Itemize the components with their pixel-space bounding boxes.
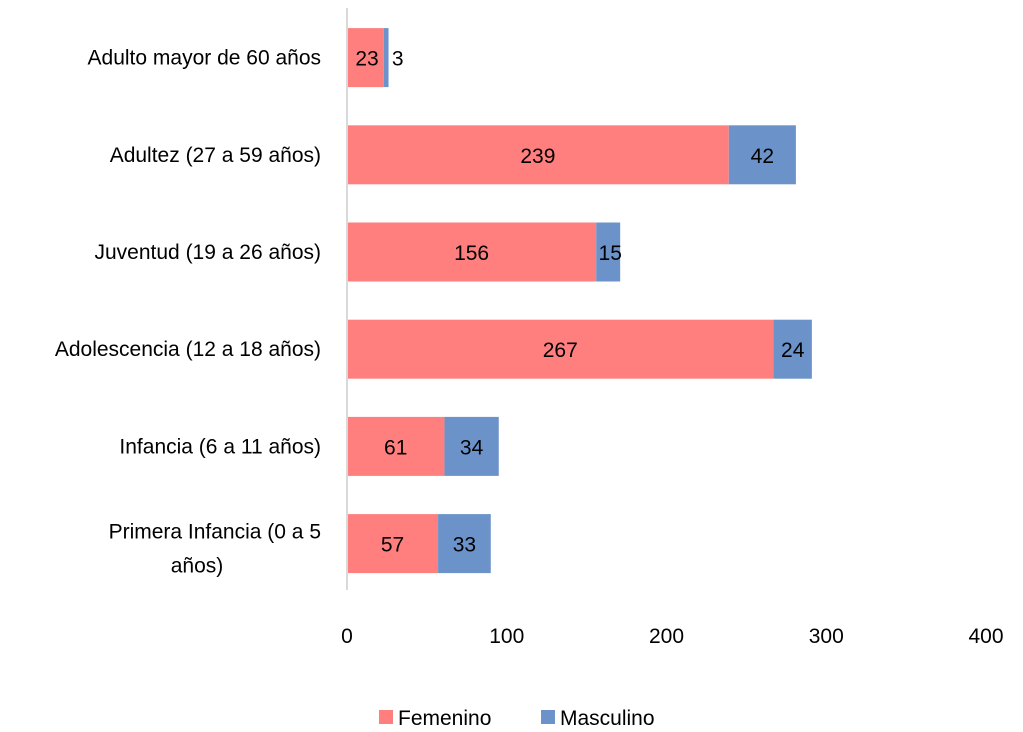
- bar-masculino: [773, 319, 812, 379]
- category-label: Adultez (27 a 59 años): [110, 144, 321, 167]
- bar-masculino: [728, 125, 796, 185]
- category-label: Adulto mayor de 60 años: [88, 47, 321, 70]
- x-axis-tick-labels: 0 100 200 300 400: [341, 625, 1003, 648]
- x-tick-label: 300: [809, 625, 844, 648]
- category-labels: Adulto mayor de 60 años Adultez (27 a 59 …: [55, 47, 321, 578]
- data-label-masculino: 24: [781, 339, 805, 362]
- category-label-line: años): [171, 555, 224, 578]
- legend-label-masculino: Masculino: [560, 707, 655, 730]
- bars: [347, 28, 812, 574]
- data-label-masculino: 34: [460, 436, 484, 459]
- category-label-line: Adulto mayor de 60 años: [88, 47, 321, 70]
- legend-swatch-femenino: [379, 710, 393, 724]
- bar-femenino: [347, 222, 597, 282]
- x-tick-label: 200: [649, 625, 684, 648]
- legend: Femenino Masculino: [379, 707, 655, 730]
- category-label-line: Juventud (19 a 26 años): [95, 241, 322, 264]
- data-label-femenino: 267: [543, 339, 578, 362]
- data-label-femenino: 239: [520, 145, 555, 168]
- bar-femenino: [347, 514, 439, 574]
- data-label-masculino: 3: [392, 48, 404, 71]
- bar-masculino: [444, 416, 499, 476]
- data-labels: 23 3 239 42 156 15 267 24 61 34 57 33: [355, 48, 804, 557]
- legend-label-femenino: Femenino: [398, 707, 491, 730]
- data-label-masculino: 15: [599, 242, 622, 265]
- bar-masculino: [383, 28, 389, 88]
- category-label-line: Infancia (6 a 11 años): [119, 435, 321, 458]
- category-label: Infancia (6 a 11 años): [119, 435, 321, 458]
- bar-masculino: [438, 514, 491, 574]
- legend-swatch-masculino: [541, 710, 555, 724]
- data-label-femenino: 23: [355, 48, 378, 71]
- data-label-femenino: 156: [454, 242, 489, 265]
- data-label-femenino: 61: [384, 436, 407, 459]
- bar-masculino: [596, 222, 621, 282]
- data-label-masculino: 33: [453, 534, 476, 557]
- x-tick-label: 100: [489, 625, 524, 648]
- bar-femenino: [347, 125, 729, 185]
- bar-femenino: [347, 28, 384, 88]
- data-label-masculino: 42: [751, 145, 774, 168]
- x-tick-label: 400: [968, 625, 1003, 648]
- category-label: Juventud (19 a 26 años): [95, 241, 322, 264]
- bar-femenino: [347, 319, 774, 379]
- category-label-line: Primera Infancia (0 a 5: [109, 521, 321, 544]
- category-label: Primera Infancia (0 a 5 años): [109, 521, 321, 578]
- bar-femenino: [347, 416, 445, 476]
- data-label-femenino: 57: [381, 534, 404, 557]
- category-label: Adolescencia (12 a 18 años): [55, 338, 321, 361]
- x-tick-label: 0: [341, 625, 353, 648]
- category-label-line: Adolescencia (12 a 18 años): [55, 338, 321, 361]
- category-label-line: Adultez (27 a 59 años): [110, 144, 321, 167]
